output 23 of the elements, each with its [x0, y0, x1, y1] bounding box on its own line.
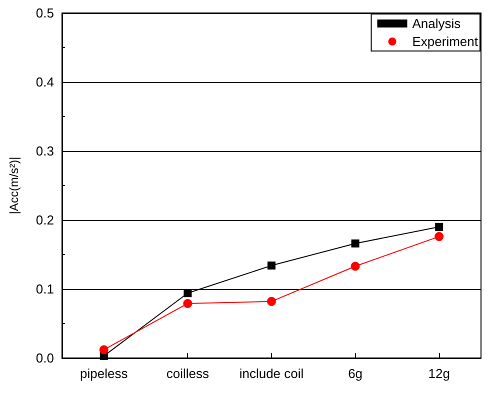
point — [350, 262, 360, 271]
x-tick-label: 12g — [428, 366, 450, 381]
y-axis-title: |Acc(m/s²)| — [7, 156, 21, 214]
point — [435, 222, 444, 231]
y-tick-label: 0.2 — [36, 212, 54, 228]
point — [268, 262, 276, 270]
x-tick-label: pipeless — [80, 366, 128, 381]
y-tick-label: 0.0 — [36, 350, 54, 366]
legend-label: Experiment — [412, 34, 478, 49]
x-tick-label: 6g — [348, 366, 363, 381]
legend-label: Analysis — [412, 16, 462, 31]
point — [351, 239, 360, 248]
x-tick-label: coilless — [166, 366, 210, 381]
point — [434, 232, 444, 242]
point — [183, 298, 192, 308]
point — [184, 289, 192, 298]
y-tick-label: 0.4 — [36, 74, 54, 90]
point — [99, 345, 108, 354]
x-tick-label: include coil — [239, 366, 304, 381]
y-tick-label: 0.1 — [36, 282, 54, 296]
y-tick-label: 0.3 — [36, 144, 54, 158]
point — [267, 296, 276, 306]
y-tick-label: 0.5 — [36, 6, 54, 20]
